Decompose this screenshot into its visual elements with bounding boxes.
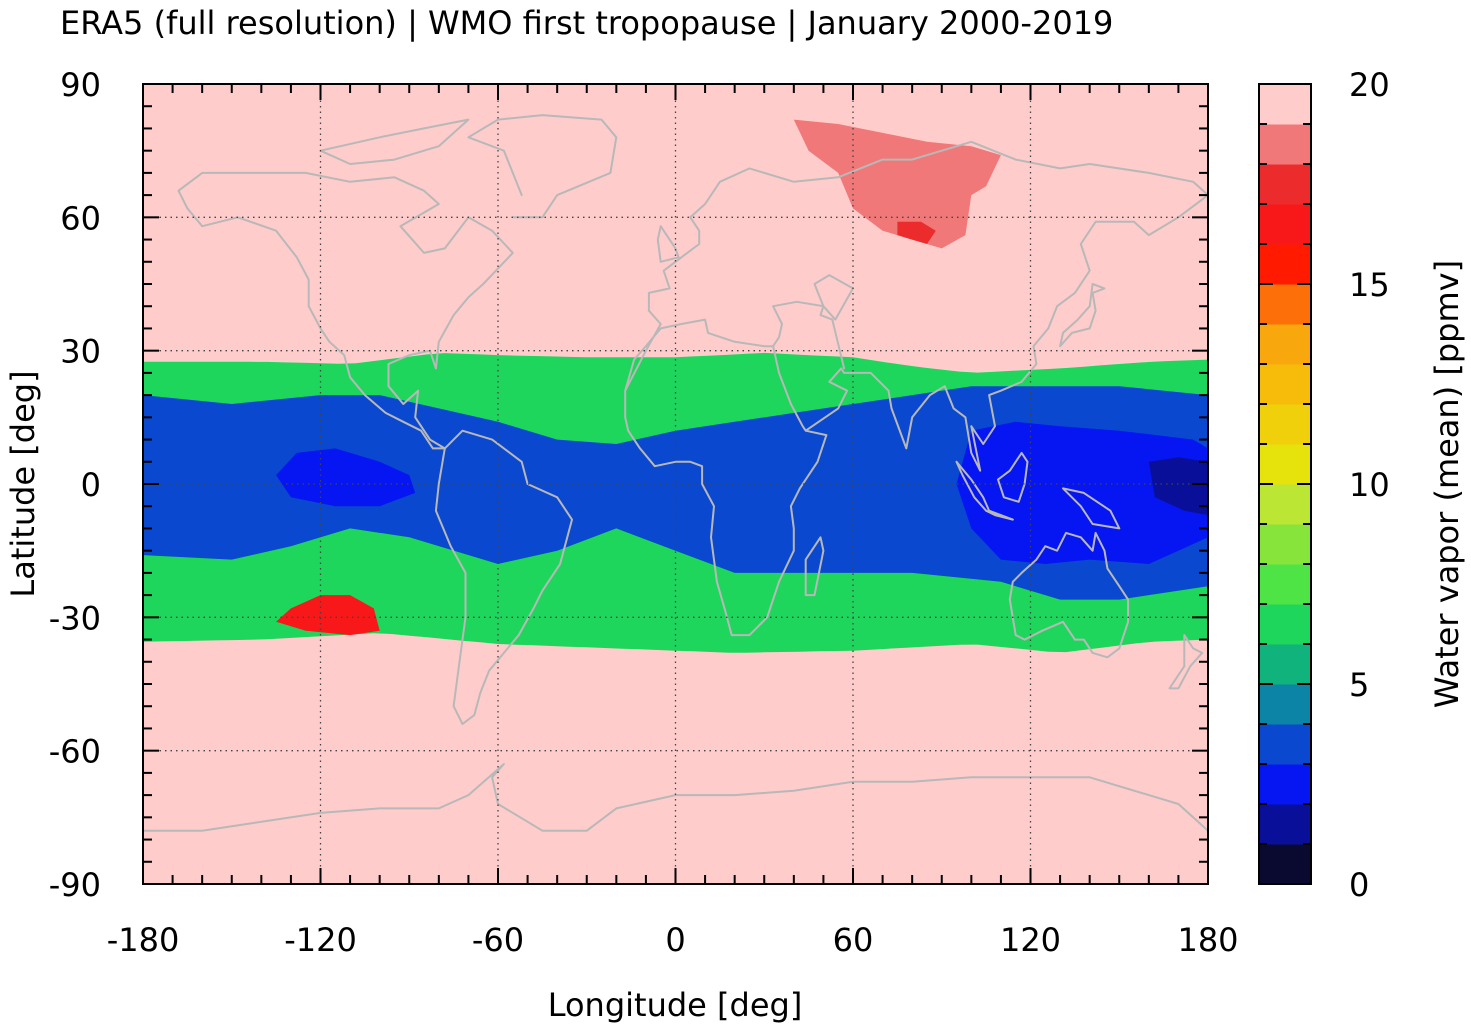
y-tick-label: 0 <box>81 466 101 504</box>
coastline-sumatra-java <box>955 460 1014 521</box>
coastline-arctic-islands <box>319 118 470 165</box>
y-tick-label: 30 <box>60 333 101 371</box>
colorbar-level <box>1259 844 1311 885</box>
colorbar-level <box>1259 204 1311 245</box>
y-tick-label: -30 <box>49 599 101 637</box>
coastline-new-guinea <box>1062 487 1121 530</box>
asia-anomaly-core <box>897 221 936 244</box>
grid-lines <box>143 84 1208 884</box>
colorbar-label: Water vapor (mean) [ppmv] <box>1428 260 1466 708</box>
colorbar-level <box>1259 484 1311 525</box>
colorbar-level <box>1259 324 1311 365</box>
coastline-borneo <box>997 451 1029 503</box>
colorbar-level <box>1259 284 1311 325</box>
coastline-antarctica <box>143 763 1208 832</box>
asia-anomaly <box>793 119 1001 249</box>
colorbar-level <box>1259 244 1311 285</box>
y-tick-label: 90 <box>60 66 101 104</box>
colorbar-tick-labels: 0 5 10 15 20 <box>1349 66 1390 904</box>
colorbar-tick-label: 5 <box>1349 666 1369 704</box>
colorbar-level <box>1259 364 1311 405</box>
x-tick-label: 0 <box>665 921 685 959</box>
colorbar-level <box>1259 84 1311 125</box>
y-tick-label: 60 <box>60 199 101 237</box>
colorbar <box>1258 83 1312 885</box>
colorbar-level <box>1259 644 1311 685</box>
coastline-madagascar <box>804 536 825 597</box>
tropics-blue-core <box>143 386 1208 600</box>
east-pacific-minimum <box>276 448 416 507</box>
coastline-australia <box>1008 531 1130 659</box>
y-tick-label: -60 <box>49 733 101 771</box>
colorbar-level <box>1259 604 1311 645</box>
x-tick-label: 180 <box>1177 921 1238 959</box>
colorbar-level <box>1259 804 1311 845</box>
x-tick-label: 60 <box>833 921 874 959</box>
coastline-south-america <box>434 429 573 725</box>
colorbar-tick-label: 20 <box>1349 66 1390 104</box>
coastline-africa-eurasia <box>624 140 1208 637</box>
x-tick-label: -120 <box>284 921 357 959</box>
y-axis-label: Latitude [deg] <box>4 370 42 597</box>
plot-area <box>143 84 1208 884</box>
colorbar-level <box>1259 764 1311 805</box>
chart-title: ERA5 (full resolution) | WMO first tropo… <box>60 4 1113 42</box>
colorbar-tick-label: 10 <box>1349 466 1390 504</box>
colorbar-level <box>1259 444 1311 485</box>
date-line-minimum <box>1148 457 1208 516</box>
colorbar-level <box>1259 124 1311 165</box>
colorbar-ticks <box>1259 83 1311 885</box>
y-tick-label: -90 <box>49 866 101 904</box>
x-tick-label: -60 <box>472 921 524 959</box>
coastline-japan <box>1059 283 1106 348</box>
x-axis-label: Longitude [deg] <box>548 986 803 1024</box>
colorbar-level <box>1259 164 1311 205</box>
colorbar-level <box>1259 724 1311 765</box>
x-tick-label: -180 <box>107 921 180 959</box>
y-axis-ticks <box>143 83 1208 885</box>
coastline-new-zealand <box>1168 634 1204 690</box>
x-tick-label: 120 <box>1000 921 1061 959</box>
coastline-british-isles <box>656 225 680 263</box>
x-axis-ticks <box>142 84 1209 884</box>
coastlines <box>143 114 1208 832</box>
colorbar-tick-label: 15 <box>1349 266 1390 304</box>
south-pacific-maximum <box>276 595 380 636</box>
x-tick-labels: -180 -120 -60 0 60 120 180 <box>107 921 1239 959</box>
coastline-arabia-peninsula <box>772 274 854 370</box>
coastline-greenland <box>467 114 618 219</box>
y-tick-labels: -90 -60 -30 0 30 60 90 <box>49 66 101 904</box>
colorbar-level <box>1259 684 1311 725</box>
coastline-north-america <box>177 171 514 450</box>
plot-frame <box>142 83 1209 885</box>
colorbar-tick-label: 0 <box>1349 866 1369 904</box>
colorbar-level <box>1259 564 1311 605</box>
colorbar-level <box>1259 524 1311 565</box>
colorbar-level <box>1259 404 1311 445</box>
